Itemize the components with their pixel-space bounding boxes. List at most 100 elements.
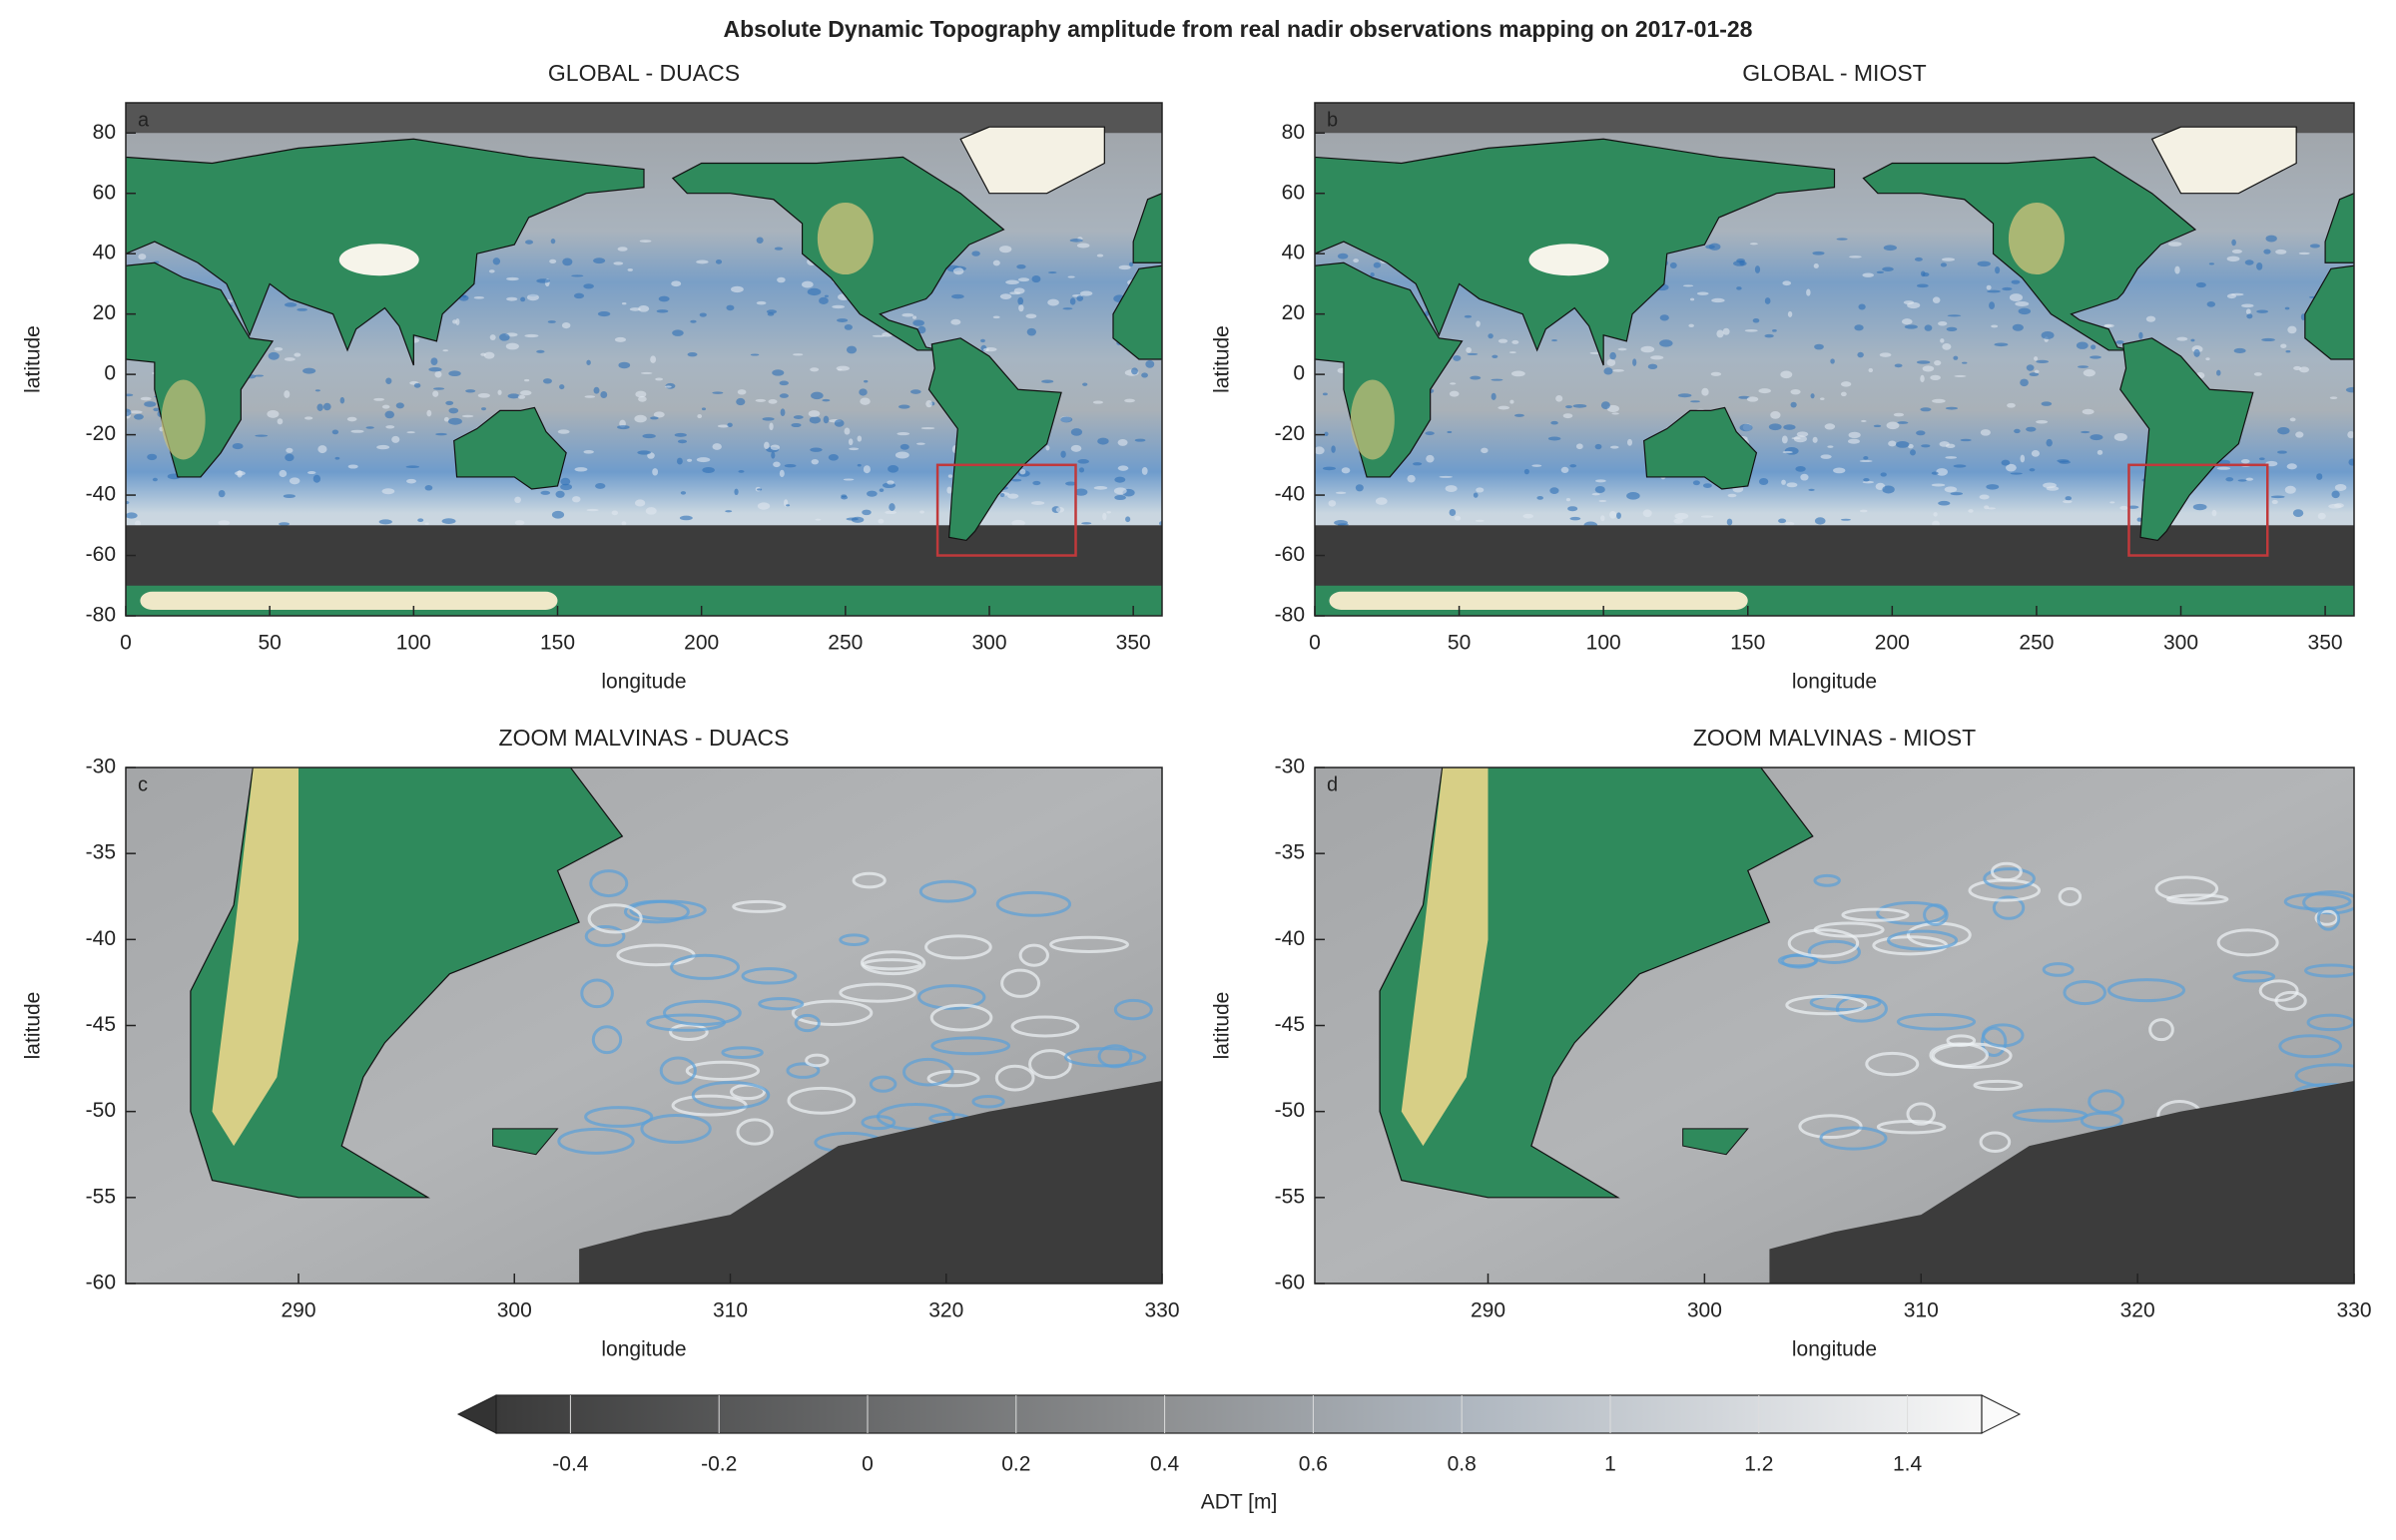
eddy [672, 329, 684, 336]
eddy [350, 429, 364, 433]
eddy [572, 496, 581, 503]
eddy [1946, 1034, 1977, 1048]
eddy [727, 422, 733, 427]
eddy [277, 418, 284, 425]
x-tick-label: 290 [1471, 1299, 1505, 1322]
eddy [895, 451, 909, 459]
eddy [595, 483, 606, 489]
land [2304, 264, 2354, 360]
eddy [1814, 517, 1826, 525]
eddy [1476, 487, 1485, 493]
eddy [2042, 962, 2075, 977]
eddy [1986, 484, 2000, 490]
eddy [1076, 243, 1090, 249]
eddy [1827, 445, 1834, 448]
x-tick-label: 150 [1730, 632, 1765, 655]
eddy [947, 474, 953, 478]
eddy [1013, 287, 1025, 294]
eddy [1764, 297, 1771, 304]
x-tick-label: 350 [1116, 632, 1151, 655]
eddy [629, 307, 641, 311]
eddy [1117, 465, 1129, 471]
eddy [1595, 479, 1606, 483]
eddy [925, 399, 932, 408]
eddy [1733, 260, 1747, 266]
eddy [1498, 338, 1508, 343]
eddy [784, 464, 797, 468]
eddy [1744, 329, 1758, 332]
eddy [1820, 454, 1832, 459]
eddy [1341, 467, 1351, 474]
eddy [153, 407, 160, 412]
eddy [2195, 281, 2206, 288]
eddy [1594, 443, 1602, 450]
x-axis-label: longitude [601, 671, 686, 694]
eddy [2283, 892, 2352, 911]
eddy [1616, 512, 1621, 520]
eddy [2265, 235, 2277, 243]
eddy [2216, 928, 2279, 957]
y-tick-label: 80 [93, 121, 116, 144]
eddy [1857, 351, 1864, 358]
eddy [687, 458, 693, 462]
y-tick-label: -35 [1275, 841, 1305, 864]
eddy [2063, 979, 2107, 1006]
eddy [634, 499, 646, 507]
eddy [1096, 254, 1104, 257]
eddy [560, 483, 573, 491]
eddy [857, 463, 862, 467]
eddy [2036, 359, 2050, 363]
eddy [573, 292, 585, 299]
colorbar-tick-label: 1 [1604, 1453, 1616, 1476]
eddy [1989, 301, 1996, 310]
eddy [1820, 397, 1825, 400]
eddy [1987, 289, 2001, 293]
eddy [1426, 454, 1435, 463]
eddy [930, 1036, 1011, 1056]
y-tick-label: 0 [104, 362, 116, 385]
eddy [1868, 367, 1874, 373]
x-tick-label: 300 [497, 1299, 532, 1322]
map-area [1315, 103, 2354, 616]
eddy [465, 389, 476, 393]
y-tick-label: -60 [1275, 1272, 1305, 1294]
eddy [1932, 296, 1941, 303]
eddy [1117, 439, 1128, 446]
eddy [1078, 467, 1085, 473]
eddy [1609, 510, 1617, 519]
eddy [144, 401, 157, 407]
eddy [1450, 382, 1457, 385]
eddy [1840, 381, 1852, 387]
x-axis-label: longitude [1792, 1338, 1877, 1361]
eddy [2287, 325, 2297, 334]
eddy [1019, 469, 1026, 475]
eddy [289, 477, 300, 485]
eddy [413, 382, 421, 388]
eddy [1125, 516, 1131, 523]
eddy [920, 426, 935, 430]
eddy [1536, 495, 1543, 500]
x-tick-label: 330 [1144, 1299, 1179, 1322]
eddy [971, 1095, 1005, 1109]
eddy [1334, 520, 1349, 526]
eddy [837, 318, 849, 323]
y-axis-label: latitude [22, 325, 45, 393]
eddy [844, 427, 851, 435]
eddy [690, 319, 697, 323]
eddy [946, 486, 952, 494]
eddy [1062, 307, 1073, 310]
eddy [593, 257, 606, 264]
figure-title: Absolute Dynamic Topography amplitude fr… [724, 16, 1753, 42]
eddy [917, 984, 986, 1010]
eddy [1916, 283, 1929, 288]
eddy [872, 334, 886, 337]
eddy [1473, 492, 1479, 498]
eddy [571, 274, 584, 277]
eddy [2237, 479, 2247, 482]
eddy [314, 389, 320, 392]
eddy [461, 414, 474, 418]
colorbar-tick-label: 0 [862, 1453, 874, 1476]
eddy [1606, 358, 1616, 366]
eddy [809, 416, 822, 424]
